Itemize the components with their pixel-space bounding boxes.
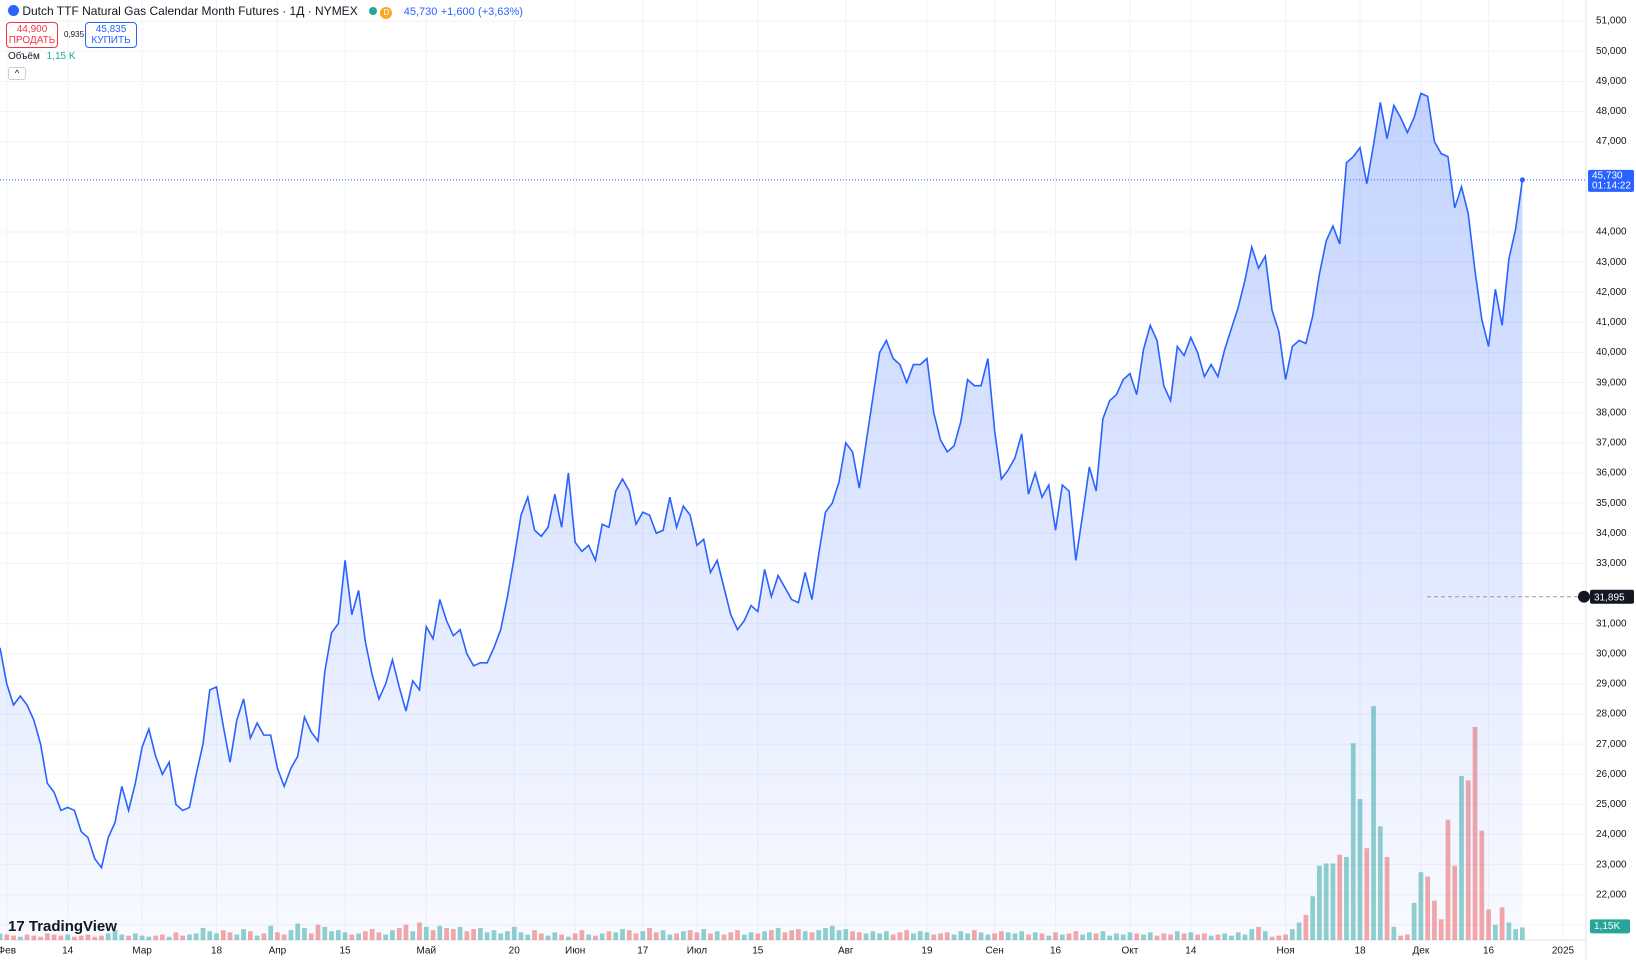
sell-button[interactable]: 44,900 ПРОДАТЬ [6, 22, 58, 48]
x-tick-label: Сен [985, 946, 1003, 957]
x-tick-label: Фев [0, 946, 16, 957]
x-tick-label: 16 [1483, 946, 1495, 957]
buy-button[interactable]: 45,835 КУПИТЬ [85, 22, 137, 48]
y-tick-label: 25,000 [1596, 799, 1627, 810]
y-tick-label: 35,000 [1596, 498, 1627, 509]
y-tick-label: 31,000 [1596, 618, 1627, 629]
logo: 17 TradingView [8, 918, 117, 935]
y-tick-label: 49,000 [1596, 76, 1627, 87]
y-tick-label: 28,000 [1596, 709, 1627, 720]
logo-text: TradingView [28, 918, 117, 935]
y-tick-label: 40,000 [1596, 347, 1627, 358]
countdown: 01:14:22 [1592, 181, 1631, 192]
collapse-button[interactable]: ^ [8, 67, 26, 80]
x-tick-label: Июн [565, 946, 585, 957]
y-tick-label: 41,000 [1596, 317, 1627, 328]
y-tick-label: 39,000 [1596, 377, 1627, 388]
y-tick-label: 47,000 [1596, 136, 1627, 147]
x-tick-label: 20 [509, 946, 521, 957]
x-tick-label: 15 [752, 946, 764, 957]
y-tick-label: 48,000 [1596, 106, 1627, 117]
y-tick-label: 37,000 [1596, 438, 1627, 449]
last-point [1519, 177, 1525, 183]
delay-badge: D [380, 7, 393, 19]
y-tick-label: 26,000 [1596, 769, 1627, 780]
x-tick-label: Окт [1122, 946, 1139, 957]
last-price-badge [1588, 169, 1634, 192]
x-tick-label: 18 [211, 946, 223, 957]
y-tick-label: 38,000 [1596, 407, 1627, 418]
y-tick-label: 50,000 [1596, 46, 1627, 57]
y-tick-label: 27,000 [1596, 739, 1627, 750]
x-tick-label: 15 [340, 946, 352, 957]
spread: 0,935 [64, 30, 85, 39]
x-tick-label: Мар [132, 946, 152, 957]
marker-badge [1590, 589, 1634, 604]
x-tick-label: Май [416, 946, 436, 957]
last-price: 45,730 [403, 6, 438, 18]
x-tick-label: Авг [838, 946, 854, 957]
price-axis [1586, 0, 1636, 960]
x-tick-label: 2025 [1552, 946, 1575, 957]
y-tick-label: 42,000 [1596, 287, 1627, 298]
y-tick-label: 30,000 [1596, 648, 1627, 659]
x-tick-label: 14 [1185, 946, 1197, 957]
y-tick-label: 22,000 [1596, 889, 1627, 900]
symbol-title[interactable]: Dutch TTF Natural Gas Calendar Month Fut… [22, 4, 358, 18]
symbol-icon [8, 5, 19, 16]
x-tick-label: 19 [921, 946, 933, 957]
x-tick-label: 14 [62, 946, 74, 957]
x-tick-label: 18 [1354, 946, 1366, 957]
buy-price: 45,835 [95, 24, 127, 35]
y-tick-label: 43,000 [1596, 257, 1627, 268]
last-price-label: 45,730 [1592, 171, 1623, 182]
header: Dutch TTF Natural Gas Calendar Month Fut… [8, 4, 523, 19]
marker-plus [1578, 590, 1590, 603]
volume-badge-label: 1,15K [1594, 921, 1620, 932]
y-tick-label: 29,000 [1596, 679, 1627, 690]
change-pct: (+3,63%) [478, 6, 523, 18]
marker-label: 31,895 [1594, 592, 1625, 603]
x-tick-label: 17 [637, 946, 649, 957]
y-tick-label: 36,000 [1596, 468, 1627, 479]
x-tick-label: Апр [269, 946, 287, 957]
x-tick-label: 16 [1050, 946, 1062, 957]
volume-legend: Объём 1,15 K [8, 51, 76, 62]
y-tick-label: 24,000 [1596, 829, 1627, 840]
change: +1,600 [440, 6, 475, 18]
x-tick-label: Июл [687, 946, 707, 957]
y-tick-label: 23,000 [1596, 859, 1627, 870]
status-dot [369, 7, 378, 15]
volume-badge [1590, 919, 1630, 934]
volume-label: Объём [8, 51, 40, 62]
price-line [0, 92, 1524, 870]
y-tick-label: 33,000 [1596, 558, 1627, 569]
buy-label: КУПИТЬ [91, 35, 131, 46]
y-tick-label: 44,000 [1596, 227, 1627, 238]
x-tick-label: Дек [1413, 946, 1430, 957]
volume-value: 1,15 K [46, 51, 76, 62]
x-tick-label: Ноя [1276, 946, 1294, 957]
price-area [0, 93, 1523, 940]
y-tick-label: 34,000 [1596, 528, 1627, 539]
sell-price: 44,900 [16, 24, 48, 35]
y-tick-label: 51,000 [1596, 16, 1627, 27]
sell-label: ПРОДАТЬ [8, 35, 56, 46]
